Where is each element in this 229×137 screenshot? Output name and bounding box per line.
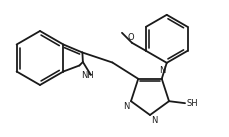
Text: NH: NH xyxy=(81,71,94,79)
Text: N: N xyxy=(123,102,129,111)
Text: SH: SH xyxy=(185,99,197,108)
Text: N: N xyxy=(150,116,157,125)
Text: N: N xyxy=(159,66,165,75)
Text: O: O xyxy=(127,33,134,42)
